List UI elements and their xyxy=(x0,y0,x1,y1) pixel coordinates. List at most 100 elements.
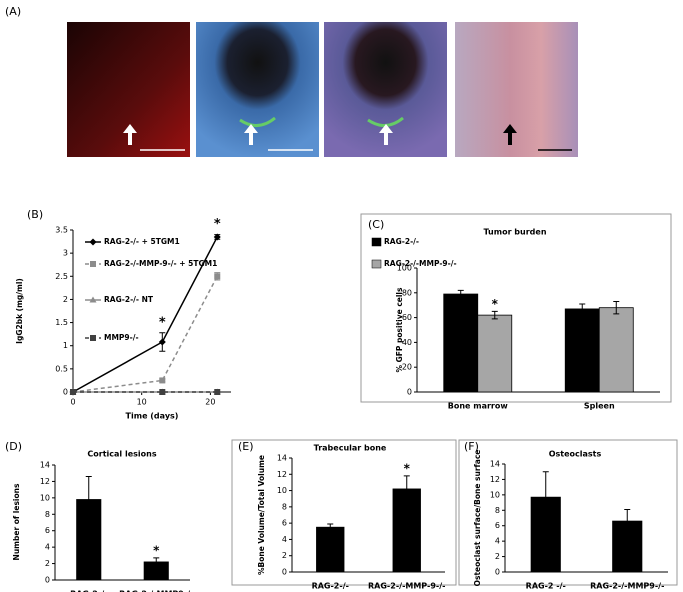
chart-title: Cortical lesions xyxy=(87,450,156,459)
marker xyxy=(70,389,76,395)
y-tick-label: 4 xyxy=(282,535,287,544)
legend-label: MMP9-/- xyxy=(104,333,139,342)
y-tick-label: 2 xyxy=(495,552,500,561)
error-bar xyxy=(153,557,160,567)
annotation: * xyxy=(404,461,411,475)
legend-label: RAG-2-/- + 5TGM1 xyxy=(104,237,180,246)
y-tick-label: 2 xyxy=(45,559,50,568)
y-tick-label: 1 xyxy=(63,341,68,350)
y-tick-label: 2.5 xyxy=(55,272,68,281)
y-axis-label: %Bone Volume/Total Volume xyxy=(257,455,266,575)
bar xyxy=(598,307,634,393)
y-tick-label: 20 xyxy=(402,363,412,372)
series-line xyxy=(72,275,218,393)
x-axis-label: Time (days) xyxy=(126,412,179,421)
y-tick-label: 0 xyxy=(495,568,500,577)
x-tick-label: RAG-2-/- xyxy=(70,590,107,592)
y-tick-label: 80 xyxy=(402,288,412,297)
chart-title: Trabecular bone xyxy=(314,444,387,453)
panel-label: (B) xyxy=(27,208,43,221)
x-tick-label: RAG-2-/-MMP9-/- xyxy=(590,582,664,591)
y-tick-label: 12 xyxy=(277,470,287,479)
image xyxy=(196,22,319,157)
error-bar xyxy=(579,303,586,315)
y-tick-label: 12 xyxy=(40,477,50,486)
y-tick-label: 4 xyxy=(495,537,500,546)
stain xyxy=(239,116,276,127)
bar xyxy=(316,526,345,573)
marker xyxy=(159,389,166,395)
y-axis-label: Osteoclast surface/Bone surface xyxy=(473,450,482,587)
bar xyxy=(443,293,479,393)
legend-swatch xyxy=(371,237,382,247)
arrow xyxy=(244,124,258,145)
bar xyxy=(564,308,600,393)
error-bar xyxy=(327,523,334,531)
error-bar xyxy=(457,289,464,299)
legend-label: RAG-2-/- NT xyxy=(104,295,154,304)
y-tick-label: 6 xyxy=(495,521,500,530)
panel-label: (F) xyxy=(464,440,479,453)
marker xyxy=(89,238,97,246)
y-tick-label: 0 xyxy=(407,388,412,397)
y-tick-label: 14 xyxy=(40,461,50,470)
legend-label: RAG-2-/-MMP-9-/- + 5TGM1 xyxy=(104,259,217,268)
legend-swatch xyxy=(371,259,382,269)
chart-title: Osteoclasts xyxy=(549,450,602,459)
marker xyxy=(213,233,221,241)
y-tick-label: 3.5 xyxy=(55,226,68,235)
y-tick-label: 8 xyxy=(282,502,287,511)
y-tick-label: 12 xyxy=(490,475,500,484)
marker xyxy=(89,296,97,303)
error-bar xyxy=(624,509,631,534)
panel-label: (D) xyxy=(5,440,22,453)
x-tick-label: 20 xyxy=(205,398,215,407)
error-bar xyxy=(613,300,620,315)
y-tick-label: 6 xyxy=(282,519,287,528)
annotation: * xyxy=(214,217,221,232)
y-axis-label: % GFP positive cells xyxy=(395,287,404,372)
error-bar xyxy=(85,476,92,523)
x-tick-label: Bone marrow xyxy=(448,402,509,411)
legend-label: RAG-2-/- xyxy=(384,237,419,246)
y-tick-label: 2 xyxy=(63,295,68,304)
y-tick-label: 0 xyxy=(282,568,287,577)
x-tick-label: RAG-2 -/- xyxy=(526,582,566,591)
x-tick-label: RAG-2-/-MMP9-/- xyxy=(119,590,193,592)
panel-label: (E) xyxy=(238,440,254,453)
error-bar xyxy=(403,475,410,503)
y-tick-label: 14 xyxy=(277,454,287,463)
annotation: * xyxy=(492,297,499,311)
y-tick-label: 40 xyxy=(402,338,412,347)
bar xyxy=(392,488,421,573)
image xyxy=(455,22,578,157)
y-tick-label: 3 xyxy=(63,249,68,258)
x-tick-label: Spleen xyxy=(584,402,615,411)
y-tick-label: 100 xyxy=(397,264,412,273)
error-bar xyxy=(491,310,498,320)
y-tick-label: 10 xyxy=(490,490,500,499)
y-tick-label: 1.5 xyxy=(55,318,68,327)
y-axis-label: Number of lesions xyxy=(12,483,21,560)
chart-title: Tumor burden xyxy=(483,228,546,237)
y-tick-label: 10 xyxy=(40,493,50,502)
y-axis-label: IgG2bk (mg/ml) xyxy=(15,278,24,344)
arrow xyxy=(503,124,517,145)
bar xyxy=(477,314,513,393)
x-tick-label: RAG-2-/- xyxy=(312,582,349,591)
y-tick-label: 10 xyxy=(277,486,287,495)
panel-label: (C) xyxy=(368,218,384,231)
y-tick-label: 14 xyxy=(490,460,500,469)
marker xyxy=(158,338,166,346)
y-tick-label: 0 xyxy=(63,388,68,397)
error-bar xyxy=(542,471,549,524)
y-tick-label: 2 xyxy=(282,551,287,560)
marker xyxy=(214,389,221,395)
y-tick-label: 60 xyxy=(402,313,412,322)
y-tick-label: 8 xyxy=(495,506,500,515)
annotation: * xyxy=(159,315,166,330)
panel-frame xyxy=(458,439,678,586)
panel-frame xyxy=(231,439,457,586)
x-tick-label: RAG-2-/-MMP-9-/- xyxy=(368,582,445,591)
